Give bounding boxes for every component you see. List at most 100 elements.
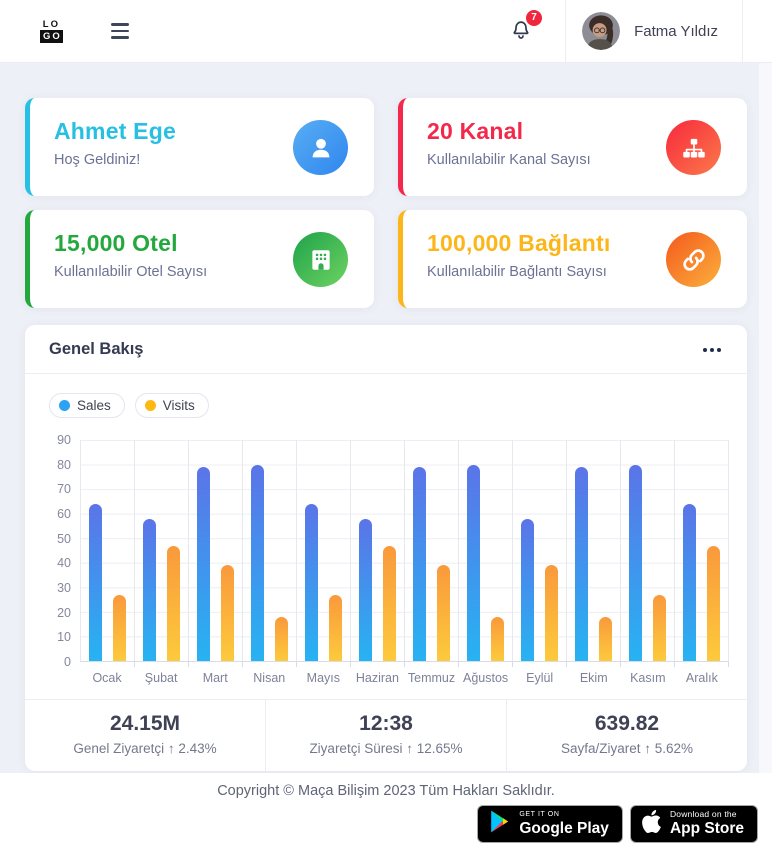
chart-plot-area [80, 440, 729, 667]
app-store-badge[interactable]: Download on the App Store [629, 805, 758, 843]
app-store-badges: GET IT ON Google Play Download on the Ap… [477, 805, 758, 843]
stat-visit-duration: 12:38 Ziyaretçi Süresi ↑ 12.65% [265, 700, 506, 771]
app-store-tagline: Download on the [669, 808, 737, 819]
trend-up-icon: ↑ [406, 741, 413, 756]
y-tick-label: 80 [57, 457, 71, 472]
chart-category-mart [189, 440, 243, 667]
welcome-card: Ahmet Ege Hoş Geldiniz! [25, 98, 374, 196]
notifications-button[interactable]: 7 [509, 9, 543, 46]
bar-sales-ekim [575, 467, 588, 661]
bar-sales-mayıs [305, 503, 318, 661]
bar-sales-ocak [89, 503, 102, 661]
bar-sales-aralık [683, 503, 696, 661]
bell-icon [509, 20, 533, 45]
bar-chart: 0 10 20 30 40 50 60 70 80 90 Ocak Şubat Mart Nisan Ma… [49, 433, 729, 699]
notification-count-badge: 7 [526, 9, 543, 26]
trend-up-icon: ↑ [167, 741, 175, 756]
y-tick-label: 30 [57, 581, 71, 595]
sitemap-icon [666, 120, 721, 175]
trend-up-icon: ↑ [644, 741, 651, 756]
overview-panel-header: Genel Bakış [25, 325, 747, 374]
y-tick-label: 40 [57, 556, 71, 571]
y-tick-label: 0 [64, 655, 71, 669]
overview-panel: Genel Bakış Sales Visits 0 10 20 30 40 50 60 70 8… [25, 325, 747, 771]
chart-category-aralık [675, 440, 729, 667]
stat-value: 24.15M [109, 712, 181, 735]
stat-value: 12:38 [359, 712, 413, 735]
channels-card-title: 20 Kanal [427, 118, 524, 144]
stat-cards-grid: Ahmet Ege Hoş Geldiniz! 20 Kanal Kullanı… [25, 98, 747, 308]
bar-sales-kasım [629, 464, 642, 661]
welcome-card-subtitle: Hoş Geldiniz! [54, 152, 141, 168]
app-store-name: App Store [669, 820, 744, 838]
welcome-card-title: Ahmet Ege [54, 118, 176, 144]
x-tick-label: Ekim [579, 671, 608, 685]
stat-pages-per-visit: 639.82 Sayfa/Ziyaret ↑ 5.62% [506, 700, 747, 771]
stat-value: 639.82 [594, 712, 660, 735]
logo-text-bottom: GO [40, 30, 63, 43]
google-play-icon [489, 810, 510, 838]
stat-total-visitors: 24.15M Genel Ziyaretçi ↑ 2.43% [25, 700, 265, 771]
page-footer: Copyright © Maça Bilişim 2023 Tüm Haklar… [0, 773, 772, 846]
bar-visits-mart [221, 565, 234, 661]
link-icon [666, 232, 721, 287]
x-tick-label: Şubat [144, 671, 178, 685]
y-tick-label: 20 [57, 605, 71, 620]
bar-visits-şubat [167, 545, 180, 661]
x-tick-label: Mayıs [306, 671, 341, 685]
chart-category-mayıs [297, 440, 351, 667]
legend-item-visits[interactable]: Visits [134, 393, 209, 418]
connections-card-subtitle: Kullanılabilir Bağlantı Sayısı [427, 264, 607, 280]
legend-dot [59, 400, 70, 411]
chart-category-ocak [81, 440, 135, 667]
bar-sales-temmuz [413, 467, 426, 661]
chart-x-axis-labels: Ocak Şubat Mart Nisan Mayıs Haziran Temmuz Ağus… [80, 662, 729, 699]
google-play-tagline: GET IT ON [519, 810, 560, 818]
scrollbar[interactable] [759, 63, 772, 846]
more-options-icon[interactable] [701, 342, 723, 358]
x-tick-label: Ağustos [463, 671, 509, 685]
x-tick-label: Nisan [253, 671, 286, 685]
chart-category-nisan [243, 440, 297, 667]
copyright-text: Copyright © Maça Bilişim 2023 Tüm Haklar… [217, 783, 555, 799]
bar-visits-eylül [545, 565, 558, 661]
hotels-card-title: 15,000 Otel [54, 230, 178, 256]
stat-delta: 12.65% [416, 741, 463, 756]
y-tick-label: 10 [57, 630, 71, 645]
stat-label: Sayfa/Ziyaret [560, 741, 641, 756]
bar-sales-mart [197, 467, 210, 661]
channels-card-subtitle: Kullanılabilir Kanal Sayısı [427, 152, 591, 168]
hotel-icon [293, 232, 348, 287]
chart-legend: Sales Visits [25, 374, 747, 424]
x-tick-label: Mart [202, 671, 228, 685]
y-tick-label: 50 [57, 531, 71, 546]
user-menu[interactable]: Fatma Yıldız [565, 0, 743, 63]
apple-icon [642, 810, 661, 838]
hamburger-menu-icon[interactable] [107, 19, 133, 43]
logo[interactable]: LO GO [40, 18, 63, 43]
connections-card-title: 100,000 Bağlantı [427, 230, 611, 256]
chart-category-ağustos [459, 440, 513, 667]
bar-visits-haziran [383, 545, 396, 661]
stat-delta: 2.43% [178, 741, 217, 756]
logo-text-top: LO [42, 18, 60, 30]
x-tick-label: Aralık [685, 671, 718, 685]
stat-label: Ziyaretçi Süresi [309, 741, 403, 756]
chart-category-haziran [351, 440, 405, 667]
channels-card: 20 Kanal Kullanılabilir Kanal Sayısı [398, 98, 747, 196]
x-tick-label: Temmuz [407, 671, 456, 685]
bar-visits-ocak [113, 594, 126, 661]
connections-card: 100,000 Bağlantı Kullanılabilir Bağlantı… [398, 210, 747, 308]
chart-y-axis: 0 10 20 30 40 50 60 70 80 90 [49, 433, 71, 669]
google-play-name: Google Play [519, 819, 609, 837]
bar-visits-nisan [275, 616, 288, 661]
x-tick-label: Eylül [526, 671, 554, 685]
bar-visits-mayıs [329, 594, 342, 661]
legend-dot [144, 400, 156, 411]
google-play-badge[interactable]: GET IT ON Google Play [477, 805, 623, 843]
bar-sales-haziran [359, 518, 372, 661]
y-tick-label: 90 [57, 433, 71, 447]
top-navbar: LO GO 7 [0, 0, 772, 63]
legend-item-sales[interactable]: Sales [49, 393, 125, 418]
bar-sales-eylül [521, 518, 534, 661]
